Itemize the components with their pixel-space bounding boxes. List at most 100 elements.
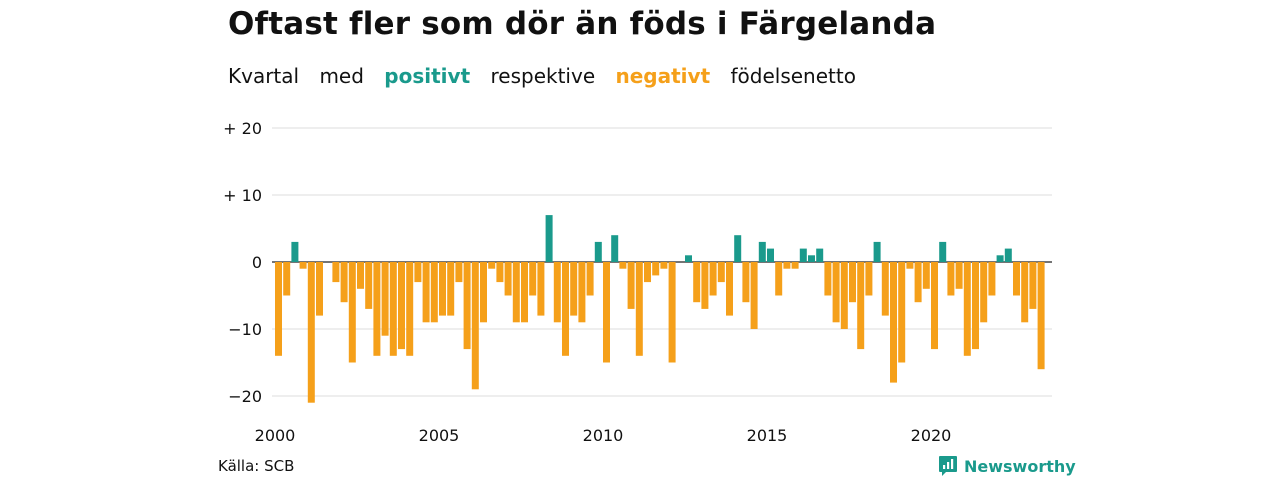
bar (742, 262, 750, 303)
x-tick-label: 2000 (255, 426, 296, 445)
subtitle-word: med (319, 64, 364, 88)
bar (914, 262, 922, 303)
bar (389, 262, 397, 356)
bar (963, 262, 971, 356)
source-note: Källa: SCB (218, 457, 295, 475)
x-tick-label: 2005 (419, 426, 460, 445)
bar (1037, 262, 1045, 370)
bar (381, 262, 389, 336)
bar (521, 262, 528, 323)
bar (898, 262, 906, 363)
y-tick-label: −10 (228, 320, 262, 339)
y-tick-label: 0 (252, 253, 262, 272)
bar (808, 255, 815, 262)
bar (422, 262, 430, 323)
subtitle-word: födelsenetto (730, 64, 856, 88)
subtitle-positive: positivt (384, 64, 471, 88)
bar (414, 262, 422, 283)
bar (455, 262, 463, 283)
bar (496, 262, 504, 283)
bar (291, 241, 299, 262)
bar (750, 262, 758, 329)
bar (783, 262, 791, 269)
y-tick-label: −20 (228, 387, 262, 406)
bar (1029, 262, 1037, 309)
bar (668, 262, 676, 363)
bar (988, 262, 996, 296)
bar (332, 262, 340, 283)
bar (627, 262, 635, 309)
bar (660, 262, 668, 269)
bar (635, 262, 643, 356)
bar (824, 262, 832, 296)
bar (922, 262, 930, 289)
bar (603, 262, 610, 363)
bar (439, 262, 446, 316)
bar (685, 255, 692, 262)
y-tick-label: + 10 (223, 186, 262, 205)
bar (857, 262, 865, 350)
bar (906, 262, 914, 269)
bar (512, 262, 520, 323)
bar (578, 262, 586, 323)
bar (734, 235, 742, 262)
bar (480, 262, 487, 323)
bar (849, 262, 856, 303)
bar (570, 262, 578, 316)
bar (299, 262, 307, 269)
newsworthy-logo-icon (939, 456, 957, 476)
bar (996, 255, 1004, 262)
bar (939, 241, 947, 262)
bar (1004, 248, 1012, 262)
bar (545, 215, 553, 262)
bar (406, 262, 414, 356)
y-tick-label: + 20 (223, 119, 262, 138)
bar (488, 262, 496, 269)
bar (611, 235, 619, 262)
bar (619, 262, 627, 269)
bar (1013, 262, 1020, 296)
bar (340, 262, 348, 303)
bar (430, 262, 438, 323)
brand-name: Newsworthy (964, 456, 1076, 476)
chart-title: Oftast fler som dör än föds i Färgelanda (228, 6, 937, 42)
bar (709, 262, 717, 296)
bar (398, 262, 405, 350)
bar (504, 262, 512, 296)
bar (357, 262, 364, 289)
bar (553, 262, 561, 323)
bar (890, 262, 897, 383)
bar (463, 262, 471, 350)
subtitle-negative: negativt (615, 64, 711, 88)
bar (799, 248, 807, 262)
chart-subtitle: Kvartal med positivt respektive negativt… (228, 64, 870, 88)
bar (758, 241, 766, 262)
bar (775, 262, 783, 296)
bar (471, 262, 479, 390)
bar (373, 262, 381, 356)
bar (365, 262, 373, 309)
bar (767, 248, 774, 262)
bar (652, 262, 660, 276)
bar (1021, 262, 1029, 323)
brand-logo: Newsworthy (938, 455, 1076, 477)
bar (816, 248, 824, 262)
bar (980, 262, 988, 323)
bar (283, 262, 291, 296)
bar (307, 262, 315, 403)
bar (316, 262, 323, 316)
bar (348, 262, 356, 363)
subtitle-word: Kvartal (228, 64, 300, 88)
bar (865, 262, 873, 296)
bar (972, 262, 979, 350)
x-tick-label: 2015 (747, 426, 788, 445)
bar (275, 262, 282, 356)
bar (693, 262, 701, 303)
bar (562, 262, 569, 356)
bar (717, 262, 725, 283)
bar (586, 262, 594, 296)
bar (537, 262, 545, 316)
bar (594, 241, 602, 262)
bar (955, 262, 963, 289)
